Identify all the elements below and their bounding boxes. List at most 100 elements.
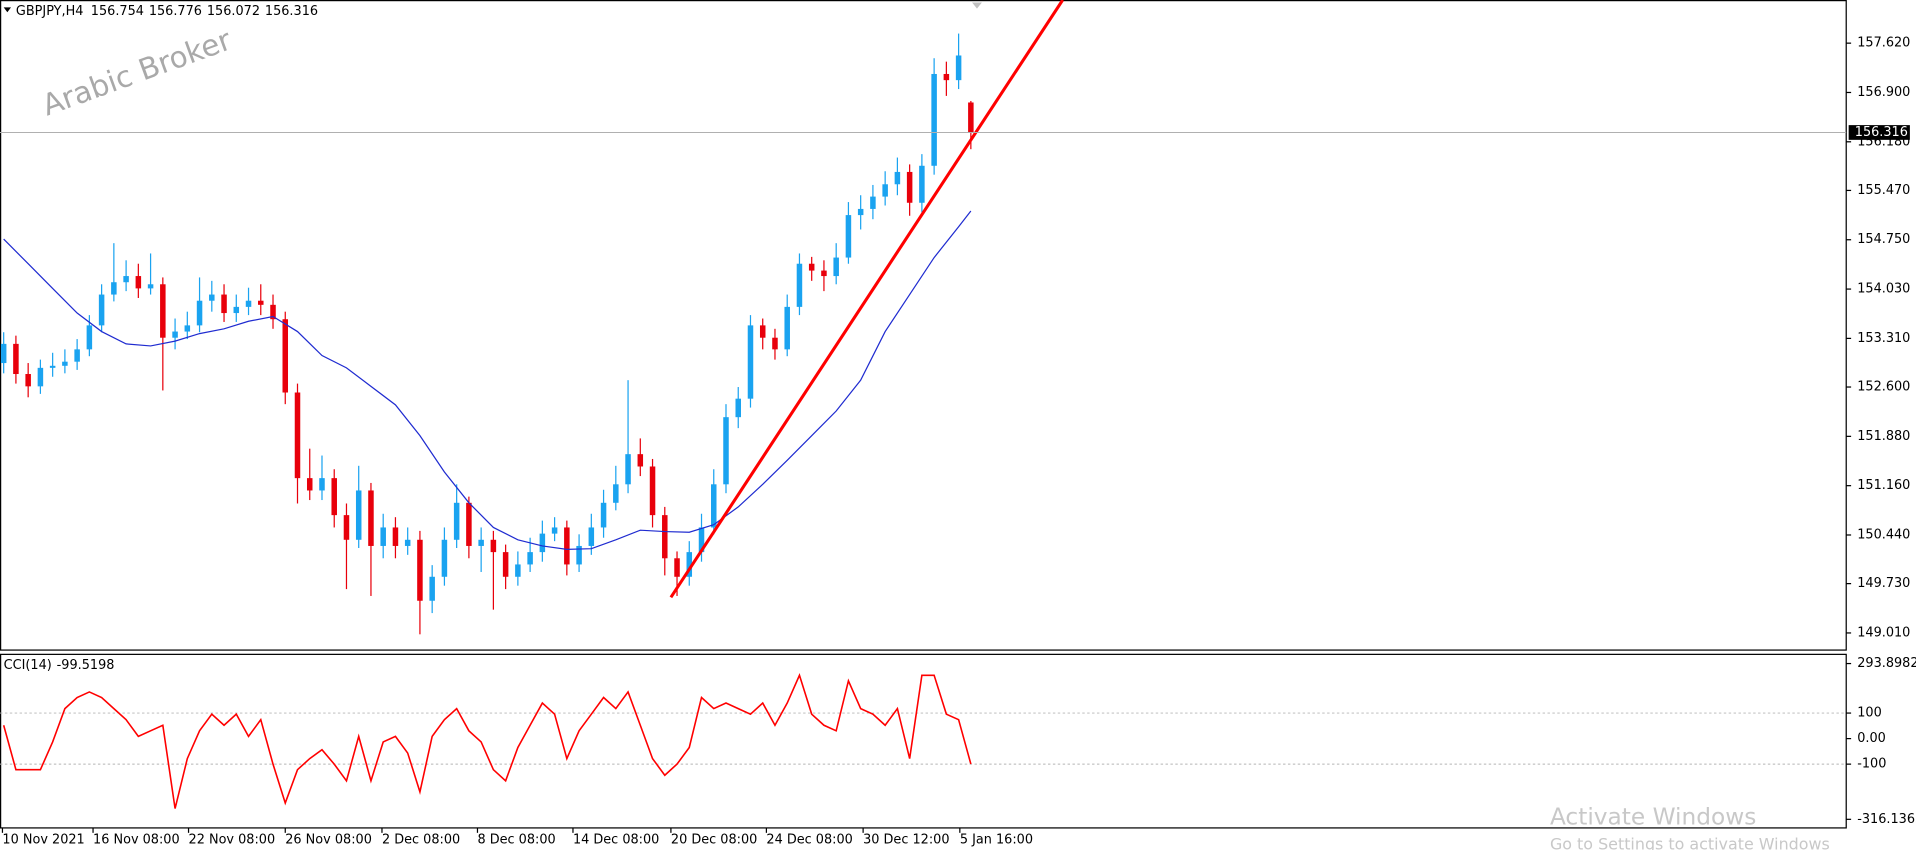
candle-body [270,304,276,320]
x-tick-label: 16 Nov 08:00 [93,833,180,848]
candle-body [282,319,289,393]
candle-body [74,349,80,362]
candle-body [674,558,680,577]
candle-body [747,325,754,399]
x-tick-label: 14 Dec 08:00 [573,833,659,848]
cci-tick-label: 0.00 [1857,731,1886,746]
x-tick-label: 8 Dec 08:00 [477,833,555,848]
candle-body [759,325,766,338]
y-tick-label: 151.160 [1857,478,1910,493]
candle-body [380,527,386,546]
cci-name: CCI(14) [4,657,52,672]
x-tick-label: 22 Nov 08:00 [189,833,276,848]
candle-body [233,306,240,314]
candle-body [417,539,423,601]
candle-body [123,276,129,283]
candle-body [735,398,741,418]
candle-body [86,325,93,350]
candle-body [258,300,264,305]
candle-body [968,102,974,133]
price-plot [0,0,1847,635]
candle-body [870,196,876,209]
axes: 157.620156.900156.180155.470154.750154.0… [1,36,1916,848]
candle-body [147,284,154,289]
candle-body [906,171,913,203]
x-tick-label: 10 Nov 2021 [2,833,84,848]
candle-body [453,502,460,540]
candle-body [209,294,215,301]
cci-tick-label: -100 [1857,757,1886,772]
low-value: 156.072 [207,4,260,19]
candle-body [331,478,337,516]
candle-body [723,417,729,485]
candle-body [135,276,142,289]
chart-header: GBPJPY,H4 156.754 156.776 156.072 156.316 [16,4,318,19]
candle-body [0,343,7,364]
candle-body [894,171,901,185]
cci-tick-label: 293.8982 [1857,656,1916,671]
candle-body [564,527,570,565]
candle-body [613,484,619,503]
candle-body [539,533,546,553]
candle-body [196,300,203,326]
open-value: 156.754 [91,4,144,19]
moving-average [3,210,972,550]
cci-panel [0,653,1847,829]
cci-value: -99.5198 [57,657,115,672]
candle-body [796,263,803,307]
y-tick-label: 154.750 [1857,232,1910,247]
cci-header: CCI(14) -99.5198 [4,657,115,672]
candle-body [184,325,191,332]
candle-body [111,282,117,295]
cci-tick-label: 100 [1857,706,1882,721]
candle-body [931,73,937,166]
candle-body [698,527,705,553]
candle-body [490,539,497,553]
candle-body [919,165,925,203]
x-tick-label: 5 Jan 16:00 [960,833,1033,848]
candle-body [13,343,19,375]
x-tick-label: 26 Nov 08:00 [285,833,372,848]
x-tick-label: 2 Dec 08:00 [382,833,460,848]
candle-body [319,478,325,491]
x-tick-label: 24 Dec 08:00 [766,833,852,848]
x-tick-label: 20 Dec 08:00 [671,833,757,848]
candle-body [392,527,399,546]
candle-body [600,502,607,528]
candle-body [955,55,962,81]
candle-body [857,208,864,216]
activation-title: Activate Windows [1550,804,1756,831]
candle-body [625,454,631,485]
candle-body [172,331,178,338]
y-tick-label: 151.880 [1857,429,1910,444]
y-tick-label: 152.600 [1857,380,1910,395]
candle-body [833,257,839,277]
high-value: 156.776 [149,4,202,19]
y-tick-label: 154.030 [1857,282,1910,297]
candle-body [25,374,31,387]
candle-body [62,361,68,366]
candle-body [686,552,693,577]
y-tick-label: 156.900 [1857,85,1910,100]
candle-body [845,215,852,258]
candle-body [343,515,350,540]
candle-body [368,490,374,546]
y-tick-label: 149.010 [1857,625,1910,640]
candle-body [943,73,950,81]
candle-body [98,294,105,326]
candle-body [711,484,717,528]
cci-plot [0,673,1847,809]
y-tick-label: 155.470 [1857,183,1910,198]
candle-body [245,300,252,307]
candle-body [882,184,888,197]
close-value: 156.316 [265,4,318,19]
price-label: 156.316 [1855,125,1908,140]
candle-body [478,539,484,546]
candle-body [502,552,509,577]
candle-body [551,527,558,534]
trendline [669,0,1064,599]
candle-body [588,527,595,546]
cci-tick-label: -316.1363 [1857,812,1916,827]
